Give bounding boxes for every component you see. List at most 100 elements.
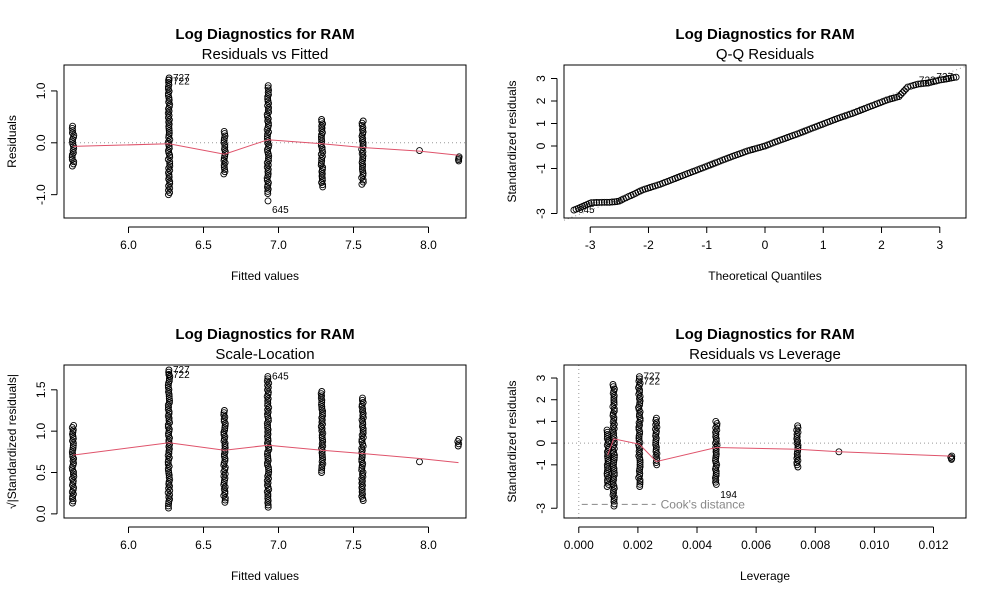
data-point [605, 198, 613, 206]
x-axis-label: Fitted values [231, 269, 299, 283]
data-point [359, 163, 366, 171]
data-point [69, 441, 77, 449]
data-point [165, 500, 173, 508]
data-point [263, 176, 271, 184]
data-point [264, 412, 272, 420]
data-point [221, 494, 229, 502]
data-point [68, 129, 76, 137]
y-tick-label: 2 [534, 97, 548, 104]
data-point [899, 89, 906, 97]
y-tick-label: -1 [534, 163, 548, 174]
data-point [932, 77, 940, 85]
data-point [264, 417, 272, 425]
data-point [69, 149, 77, 157]
data-point [264, 373, 272, 381]
panel-rvl: Log Diagnostics for RAM Residuals vs Leve… [505, 326, 967, 583]
data-point [221, 457, 229, 465]
data-point [317, 142, 325, 150]
data-point [166, 153, 174, 161]
data-point [635, 412, 643, 420]
data-point [610, 454, 618, 461]
data-point [318, 157, 326, 165]
data-point [68, 124, 76, 132]
data-point [604, 454, 612, 462]
data-point [610, 495, 618, 503]
data-point [165, 366, 173, 374]
data-point [165, 131, 173, 139]
data-point [318, 174, 326, 182]
y-tick-label: 3 [534, 75, 548, 82]
data-point [166, 397, 173, 405]
x-axis: 6.0 6.5 7.0 7.5 8.0 [120, 526, 437, 552]
data-point [636, 483, 644, 490]
data-point [264, 455, 272, 462]
data-point [945, 75, 953, 82]
data-point [636, 430, 644, 438]
data-point [895, 93, 903, 100]
point-label: 727 [643, 372, 660, 383]
data-point [359, 154, 367, 162]
data-point [220, 479, 228, 487]
data-point [359, 167, 367, 175]
data-point [920, 79, 927, 87]
panel-qq: Log Diagnostics for RAM Q-Q Residuals 645 7… [505, 26, 967, 283]
data-point [416, 458, 423, 466]
smoother-line [72, 442, 459, 464]
plot-frame [563, 364, 967, 519]
data-point [164, 489, 172, 497]
x-tick-label: 6.0 [120, 538, 137, 552]
data-point [359, 427, 367, 435]
data-point [652, 445, 660, 453]
data-point [793, 433, 801, 441]
data-point [165, 81, 173, 89]
data-point [264, 197, 272, 205]
x-axis-label: Theoretical Quantiles [708, 269, 821, 283]
data-point [318, 409, 326, 417]
data-point [318, 451, 326, 459]
data-point [164, 405, 172, 413]
data-point [165, 392, 173, 400]
data-point [264, 470, 272, 478]
data-point [636, 472, 644, 480]
data-point [942, 75, 950, 83]
data-point [264, 437, 272, 445]
data-point [221, 168, 229, 176]
data-point [165, 371, 173, 379]
data-point [636, 417, 644, 425]
data-point [922, 79, 930, 87]
data-point [220, 163, 228, 171]
data-point [69, 140, 77, 148]
data-point [359, 429, 367, 437]
data-point [652, 441, 660, 449]
data-point [165, 480, 173, 488]
x-tick-label: 8.0 [420, 238, 437, 252]
data-point [907, 82, 915, 90]
data-point [69, 446, 77, 454]
data-point [164, 92, 172, 100]
x-tick-label: 2 [878, 238, 885, 252]
data-point [914, 80, 922, 88]
data-point [929, 78, 937, 86]
data-point [166, 160, 174, 168]
x-axis: 0.000 0.002 0.004 0.006 0.008 0.010 0.012 [564, 526, 949, 552]
data-point [318, 405, 326, 413]
point-label: 722 [173, 370, 190, 381]
data-point [318, 124, 326, 132]
data-point [68, 156, 76, 163]
data-point [165, 127, 173, 135]
data-point [264, 399, 272, 407]
data-point [940, 75, 948, 83]
data-point [319, 455, 327, 463]
data-point [318, 118, 326, 126]
data-point [70, 160, 77, 168]
data-point [636, 401, 643, 409]
data-point [265, 157, 272, 165]
y-axis-label: √|Standardized residuals| [5, 374, 19, 509]
y-tick-label: 2 [534, 396, 548, 403]
data-point [712, 433, 720, 441]
data-point [358, 121, 366, 129]
x-tick-label: 6.5 [195, 538, 212, 552]
data-point [318, 172, 326, 180]
data-point [165, 96, 173, 104]
